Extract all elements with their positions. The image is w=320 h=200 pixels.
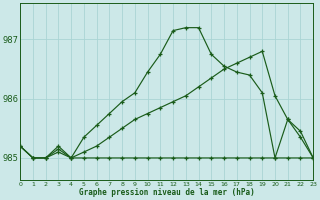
X-axis label: Graphe pression niveau de la mer (hPa): Graphe pression niveau de la mer (hPa) <box>79 188 255 197</box>
